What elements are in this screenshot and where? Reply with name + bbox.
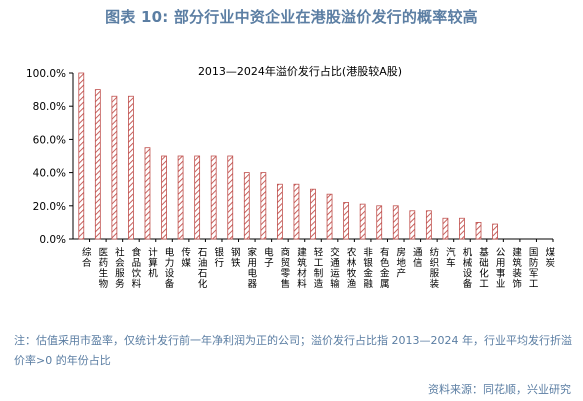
x-tick-label: 银行: [212, 246, 224, 268]
page-title: 图表 10: 部分行业中资企业在港股溢价发行的概率较高: [105, 8, 478, 26]
y-tick-label: 100.0%: [26, 68, 66, 80]
x-tick-label: 钢铁: [229, 246, 241, 268]
bar: [310, 188, 316, 240]
x-tick-label: 煤炭: [543, 246, 555, 268]
x-tick-label: 纺织服装: [427, 246, 439, 289]
bar: [144, 147, 151, 240]
x-tick-label: 建筑装饰: [510, 246, 522, 289]
bar: [94, 89, 101, 240]
x-tick-label: 建筑材料: [295, 246, 307, 289]
x-tick-label: 公用事业: [494, 247, 506, 289]
x-tick-label: 社会服务: [113, 246, 125, 289]
y-tick-label: 80.0%: [33, 101, 66, 113]
x-tick-label: 机械设备: [460, 246, 472, 289]
x-tick-label: 医药生物: [96, 247, 108, 289]
y-tick-label: 0.0%: [39, 234, 66, 246]
x-tick-label: 家用电器: [245, 246, 257, 289]
x-tick-label: 通信: [411, 247, 423, 268]
y-tick-label: 40.0%: [33, 168, 66, 180]
x-tick-label: 非银金融: [361, 246, 373, 289]
x-tick-label: 石油石化: [196, 247, 208, 289]
bar: [442, 217, 449, 240]
x-tick-label: 轻工制造: [312, 246, 324, 289]
bar: [459, 217, 465, 240]
bar: [78, 72, 85, 240]
bar: [177, 155, 184, 240]
bar: [111, 95, 118, 240]
bar: [359, 203, 366, 240]
bar: [227, 155, 234, 240]
x-tick-label: 综合: [80, 246, 92, 268]
bar: [276, 183, 283, 240]
footnote: 注：估值采用市盈率，仅统计发行前一年净利润为正的公司；溢价发行占比指 2013—…: [14, 334, 572, 367]
x-tick-label: 食品饮料: [129, 246, 141, 289]
bar: [492, 223, 498, 240]
x-tick-label: 国防军工: [527, 247, 539, 289]
x-tick-label: 汽车: [444, 246, 456, 268]
bar: [475, 221, 482, 240]
x-tick-label: 电子: [262, 246, 274, 268]
x-tick-label: 计算机: [146, 246, 158, 278]
bar: [210, 155, 217, 240]
bar: [293, 183, 300, 240]
x-tick-label: 商贸零售: [278, 246, 290, 289]
bar: [376, 205, 383, 240]
bar: [128, 95, 134, 240]
x-tick-label: 有色金属: [378, 246, 390, 289]
bar: [260, 172, 267, 240]
x-tick-label: 房地产: [394, 246, 406, 278]
x-tick-label: 传媒: [179, 246, 191, 268]
chart-title: 2013—2024年溢价发行占比(港股较A股): [198, 64, 402, 78]
y-tick-label: 20.0%: [33, 201, 66, 213]
x-tick-label: 基础化工: [477, 246, 489, 289]
bar-chart: 2013—2024年溢价发行占比(港股较A股) 0.0% 20.0% 40.0% 60…: [26, 64, 555, 289]
x-tick-label: 交通运输: [328, 246, 340, 289]
bar: [194, 155, 201, 240]
source-note: 资料来源：同花顺，兴业研究: [428, 383, 571, 396]
y-tick-label: 60.0%: [33, 134, 66, 146]
chart-area: 2013—2024年溢价发行占比(港股较A股) 0.0% 20.0% 40.0% 60…: [0, 55, 583, 320]
bar: [425, 210, 432, 240]
bar: [243, 172, 250, 240]
bar: [392, 205, 399, 240]
bar: [343, 202, 350, 240]
bar: [326, 193, 333, 240]
x-tick-label: 电力设备: [163, 246, 175, 289]
bar: [161, 155, 167, 240]
x-tick-label: 农林牧渔: [345, 246, 357, 289]
bar: [409, 210, 416, 240]
